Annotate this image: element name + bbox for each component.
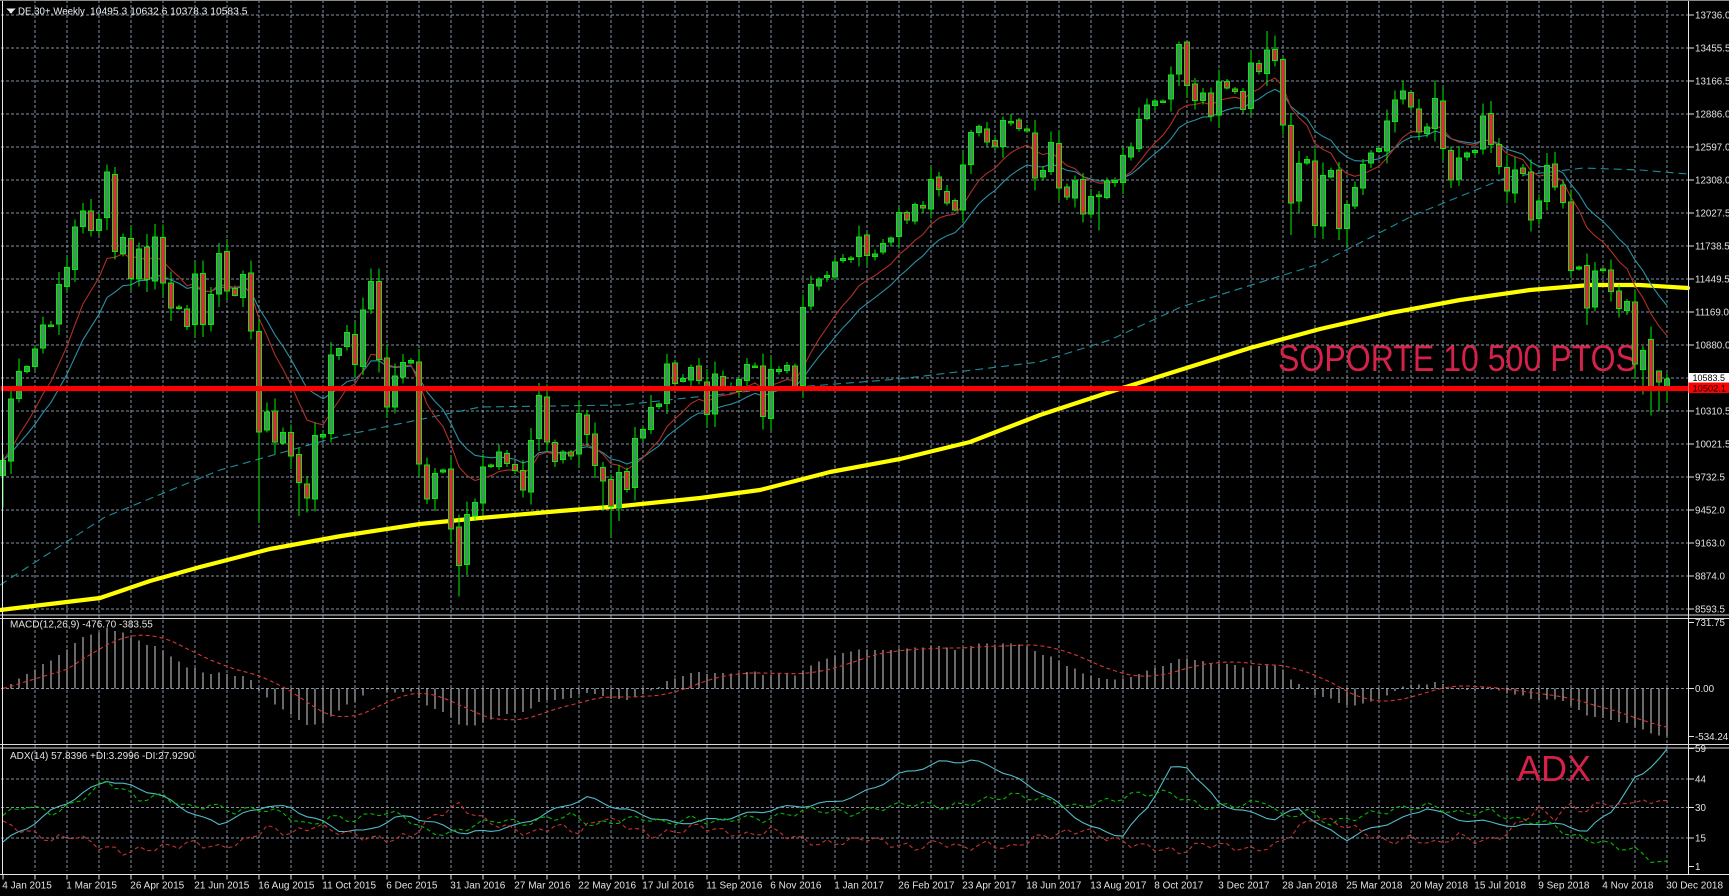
svg-text:10583.5: 10583.5: [1693, 373, 1726, 383]
svg-text:6 Nov 2016: 6 Nov 2016: [770, 881, 822, 892]
svg-text:1 Jan 2017: 1 Jan 2017: [834, 881, 884, 892]
svg-text:ADX: ADX: [1517, 748, 1591, 789]
svg-text:26 Apr 2015: 26 Apr 2015: [130, 881, 184, 892]
svg-text:30: 30: [1695, 803, 1706, 814]
svg-text:MACD(12,26,9) -476.70 -383.55: MACD(12,26,9) -476.70 -383.55: [10, 620, 153, 631]
svg-text:25 Mar 2018: 25 Mar 2018: [1346, 881, 1403, 892]
svg-text:21 Jun 2015: 21 Jun 2015: [194, 881, 249, 892]
svg-text:1: 1: [1695, 862, 1700, 873]
svg-text:10880.0: 10880.0: [1695, 341, 1729, 352]
svg-text:8874.0: 8874.0: [1695, 572, 1726, 583]
svg-text:30 Dec 2018: 30 Dec 2018: [1666, 881, 1723, 892]
svg-text:10021.5: 10021.5: [1695, 440, 1729, 451]
svg-text:12308.0: 12308.0: [1695, 176, 1729, 187]
svg-text:28 Jan 2018: 28 Jan 2018: [1282, 881, 1337, 892]
svg-text:1 Mar 2015: 1 Mar 2015: [66, 881, 117, 892]
svg-text:8 Oct 2017: 8 Oct 2017: [1154, 881, 1203, 892]
svg-text:16 Aug 2015: 16 Aug 2015: [258, 881, 315, 892]
svg-text:9 Sep 2018: 9 Sep 2018: [1538, 881, 1590, 892]
svg-text:11449.5: 11449.5: [1695, 275, 1729, 286]
svg-text:3 Dec 2017: 3 Dec 2017: [1218, 881, 1270, 892]
svg-text:6 Dec 2015: 6 Dec 2015: [386, 881, 438, 892]
svg-text:11738.5: 11738.5: [1695, 242, 1729, 253]
svg-text:59: 59: [1695, 744, 1706, 755]
svg-text:4 Jan 2015: 4 Jan 2015: [2, 881, 52, 892]
svg-text:12027.5: 12027.5: [1695, 209, 1729, 220]
svg-text:22 May 2016: 22 May 2016: [578, 881, 636, 892]
svg-text:44: 44: [1695, 774, 1706, 785]
svg-text:20 May 2018: 20 May 2018: [1410, 881, 1468, 892]
svg-text:26 Feb 2017: 26 Feb 2017: [898, 881, 955, 892]
svg-text:10502.1: 10502.1: [1693, 383, 1727, 393]
svg-text:ADX(14) 57.8396 +DI:3.2996 -DI: ADX(14) 57.8396 +DI:3.2996 -DI:27.9290: [10, 751, 195, 762]
svg-text:17 Jul 2016: 17 Jul 2016: [642, 881, 694, 892]
svg-text:-534.24: -534.24: [1695, 732, 1729, 743]
svg-text:13166.5: 13166.5: [1695, 77, 1729, 88]
svg-text:10310.5: 10310.5: [1695, 407, 1729, 418]
svg-text:9452.0: 9452.0: [1695, 506, 1726, 517]
svg-text:18 Jun 2017: 18 Jun 2017: [1026, 881, 1081, 892]
svg-text:9163.0: 9163.0: [1695, 539, 1726, 550]
svg-text:12597.0: 12597.0: [1695, 143, 1729, 154]
svg-text:12886.0: 12886.0: [1695, 110, 1729, 121]
svg-text:15: 15: [1695, 833, 1706, 844]
svg-text:11 Oct 2015: 11 Oct 2015: [322, 881, 376, 892]
svg-text:15 Jul 2018: 15 Jul 2018: [1474, 881, 1526, 892]
svg-text:23 Apr 2017: 23 Apr 2017: [962, 881, 1016, 892]
svg-text:27 Mar 2016: 27 Mar 2016: [514, 881, 571, 892]
svg-text:13 Aug 2017: 13 Aug 2017: [1090, 881, 1147, 892]
svg-text:SOPORTE 10 500 PTOS: SOPORTE 10 500 PTOS: [1278, 338, 1637, 379]
svg-text:DE.30+,Weekly: DE.30+,Weekly: [18, 7, 85, 18]
svg-text:10495.3 10632.6 10378.3 10583.: 10495.3 10632.6 10378.3 10583.5: [90, 7, 248, 18]
svg-text:11 Sep 2016: 11 Sep 2016: [706, 881, 762, 892]
svg-text:0.00: 0.00: [1695, 684, 1715, 695]
svg-text:13455.5: 13455.5: [1695, 44, 1729, 55]
svg-text:4 Nov 2018: 4 Nov 2018: [1602, 881, 1654, 892]
svg-text:11169.0: 11169.0: [1695, 308, 1729, 319]
svg-text:9732.5: 9732.5: [1695, 473, 1726, 484]
svg-text:13736.0: 13736.0: [1695, 11, 1729, 22]
svg-text:31 Jan 2016: 31 Jan 2016: [450, 881, 505, 892]
svg-text:8593.5: 8593.5: [1695, 605, 1726, 616]
svg-text:731.75: 731.75: [1695, 618, 1726, 629]
